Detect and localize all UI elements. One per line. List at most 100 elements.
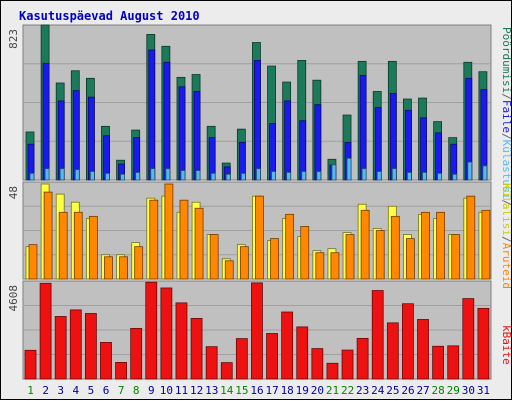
x-tick-label: 5 <box>88 384 95 397</box>
bar-aruteid-day-undefined <box>88 215 98 280</box>
bar-faile-day-16 <box>254 60 261 181</box>
bar-aruteid-day-undefined <box>119 256 128 280</box>
y-axis-max-label: 48 <box>7 186 20 199</box>
bar-faile-day-26 <box>405 109 412 181</box>
legend-top-panel: Pöördumisi/Faile/Külastusi/ <box>500 27 512 206</box>
bar-k-lastusi-day-9 <box>150 168 156 181</box>
bar-faile-day-18 <box>284 100 292 181</box>
legend-entry: Külalisi <box>500 183 512 236</box>
x-tick-label: 7 <box>118 384 125 397</box>
bar-aruteid-day-undefined <box>481 209 491 280</box>
bar-aruteid-day-undefined <box>451 234 461 280</box>
legend-entry: Pöördumisi <box>500 27 512 93</box>
bar-aruteid-day-undefined <box>164 183 174 280</box>
y-axis-max-label: 823 <box>7 29 20 49</box>
bar-aruteid-day-undefined <box>375 230 385 280</box>
legend-entry: / <box>500 236 512 243</box>
bar-k-lastusi-day-12 <box>195 170 201 181</box>
bar-aruteid-day-undefined <box>285 213 295 280</box>
bar-k-lastusi-day-20 <box>316 171 322 181</box>
x-tick-label: 20 <box>311 384 324 397</box>
bar-kbaite-day-undefined <box>160 287 173 380</box>
bar-faile-day-9 <box>148 49 156 181</box>
bar-kbaite-day-undefined <box>220 362 233 380</box>
bar-kbaite-day-undefined <box>477 307 490 380</box>
bar-aruteid-day-undefined <box>360 209 370 280</box>
bar-aruteid-day-undefined <box>149 199 159 280</box>
x-tick-label: 22 <box>341 384 354 397</box>
bar-faile-day-25 <box>389 92 397 181</box>
bar-k-lastusi-day-27 <box>422 172 427 181</box>
x-tick-label: 28 <box>432 384 445 397</box>
legend-entry: kBaite <box>500 325 512 365</box>
bar-aruteid-day-undefined <box>436 211 446 280</box>
bar-kbaite-day-undefined <box>462 298 475 380</box>
bar-aruteid-day-undefined <box>345 234 355 280</box>
bar-aruteid-day-undefined <box>315 252 325 280</box>
bar-faile-day-27 <box>420 117 427 181</box>
bar-aruteid-day-undefined <box>239 246 249 280</box>
bar-aruteid-day-undefined <box>43 191 53 280</box>
bar-k-lastusi-day-15 <box>240 173 246 181</box>
bar-aruteid-day-undefined <box>28 244 38 280</box>
x-tick-label: 30 <box>462 384 475 397</box>
bar-kbaite-day-undefined <box>311 348 324 380</box>
bar-kbaite-day-undefined <box>341 349 354 380</box>
bar-k-lastusi-day-25 <box>391 168 397 181</box>
x-tick-label: 19 <box>296 384 309 397</box>
x-tick-label: 3 <box>57 384 64 397</box>
bar-kbaite-day-undefined <box>130 327 143 380</box>
x-tick-label: 21 <box>326 384 339 397</box>
x-tick-label: 16 <box>250 384 263 397</box>
bar-aruteid-day-undefined <box>330 252 340 280</box>
bar-kbaite-day-undefined <box>235 338 248 380</box>
bar-aruteid-day-undefined <box>421 211 430 280</box>
x-tick-label: 11 <box>175 384 188 397</box>
bar-k-lastusi-day-14 <box>225 173 231 181</box>
x-tick-label: 27 <box>416 384 429 397</box>
legend-entry: / <box>500 93 512 100</box>
bar-k-lastusi-day-11 <box>180 170 186 181</box>
legend-middle-panel: Külalisi/Aruteid <box>500 183 512 289</box>
bar-aruteid-day-undefined <box>255 195 264 280</box>
bar-k-lastusi-day-21 <box>331 164 337 181</box>
x-tick-label: 15 <box>235 384 248 397</box>
bar-faile-day-11 <box>178 86 186 181</box>
bar-aruteid-day-undefined <box>104 256 113 280</box>
bar-kbaite-day-undefined <box>145 281 158 380</box>
bar-k-lastusi-day-2 <box>44 168 50 181</box>
bar-faile-day-19 <box>299 120 307 181</box>
bar-aruteid-day-undefined <box>300 226 310 280</box>
bar-kbaite-day-undefined <box>100 342 112 380</box>
bar-k-lastusi-day-23 <box>361 168 367 181</box>
bar-kbaite-day-undefined <box>175 302 188 380</box>
bar-aruteid-day-undefined <box>270 238 279 280</box>
bar-kbaite-day-undefined <box>54 316 67 380</box>
bar-faile-day-24 <box>374 107 382 181</box>
y-axis-max-label: 4608 <box>7 285 20 312</box>
bar-k-lastusi-day-17 <box>271 171 276 181</box>
bar-faile-day-5 <box>87 96 95 181</box>
x-tick-label: 31 <box>477 384 490 397</box>
bar-aruteid-day-undefined <box>406 238 415 280</box>
x-tick-label: 8 <box>133 384 140 397</box>
bar-k-lastusi-day-24 <box>376 171 382 181</box>
bar-aruteid-day-undefined <box>466 195 476 280</box>
bar-faile-day-23 <box>359 75 367 181</box>
bar-k-lastusi-day-22 <box>346 157 352 181</box>
bar-faile-day-10 <box>163 61 171 181</box>
x-tick-label: 18 <box>281 384 294 397</box>
x-tick-label: 1 <box>27 384 34 397</box>
bar-kbaite-day-undefined <box>402 303 414 380</box>
legend-entry: Faile <box>500 100 512 133</box>
bar-kbaite-day-undefined <box>326 362 339 380</box>
chart-title: Kasutuspäevad August 2010 <box>19 9 200 23</box>
bar-aruteid-day-undefined <box>179 199 189 280</box>
bar-aruteid-day-undefined <box>73 211 83 280</box>
bar-kbaite-day-undefined <box>266 333 278 380</box>
bar-kbaite-day-undefined <box>115 362 127 380</box>
bar-kbaite-day-undefined <box>447 345 460 380</box>
bar-kbaite-day-undefined <box>205 346 218 380</box>
legend-entry: Aruteid <box>500 243 512 289</box>
